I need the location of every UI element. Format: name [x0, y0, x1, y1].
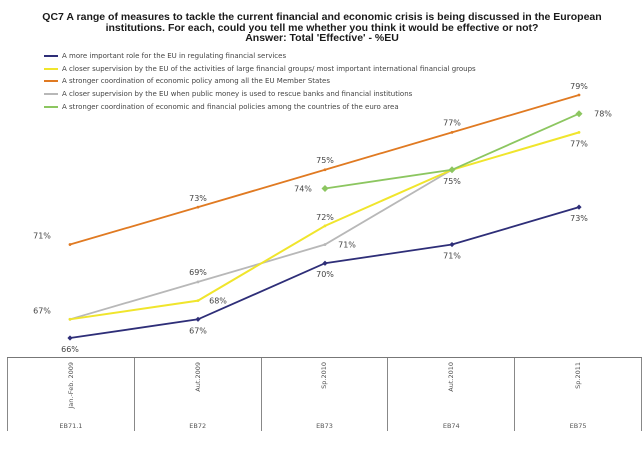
- data-label: 72%: [316, 213, 334, 222]
- x-axis-table: Jan.-Feb. 2009 EB71.1 Aut.2009 EB72 Sp.2…: [7, 357, 642, 431]
- data-label: 67%: [33, 306, 51, 315]
- wave-label: EB74: [442, 422, 460, 430]
- data-label: 75%: [316, 156, 334, 165]
- data-label: 71%: [338, 241, 356, 250]
- data-point: [196, 299, 200, 303]
- x-tick-label: Jan.-Feb. 2009: [66, 362, 75, 409]
- wave-label: EB72: [189, 422, 207, 430]
- data-label: 70%: [316, 270, 334, 279]
- wave-label: EB75: [569, 422, 587, 430]
- data-point: [323, 224, 327, 228]
- data-point: [576, 204, 582, 210]
- data-point: [323, 243, 327, 246]
- x-axis-column: Aut.2010 EB74: [387, 358, 514, 431]
- series-line: [69, 168, 453, 321]
- x-axis-column: Sp.2010 EB73: [260, 358, 388, 431]
- legend-item-coordination-euro-area: A stronger coordination of economic and …: [44, 100, 476, 113]
- data-point: [449, 241, 455, 248]
- data-point: [450, 130, 454, 134]
- data-label: 78%: [594, 110, 612, 119]
- x-tick-label: Aut.2010: [447, 362, 456, 392]
- chart-title: QC7 A range of measures to tackle the cu…: [0, 12, 644, 44]
- data-label: 75%: [443, 177, 461, 186]
- legend-label: A stronger coordination of economic and …: [62, 102, 399, 111]
- data-point: [448, 166, 456, 174]
- legend-swatch-navy: [44, 55, 58, 58]
- legend-label: A more important role for the EU in regu…: [62, 52, 287, 61]
- legend-label: A closer supervision by the EU of the ac…: [62, 64, 476, 73]
- data-point: [575, 110, 583, 118]
- data-point: [196, 280, 200, 284]
- data-label: 66%: [61, 345, 79, 354]
- data-point: [68, 317, 72, 321]
- data-point: [195, 316, 201, 322]
- legend-swatch-green: [44, 105, 58, 108]
- data-label: 67%: [189, 326, 207, 335]
- data-label: 68%: [209, 297, 227, 306]
- wave-label: EB71.1: [59, 422, 83, 430]
- data-label: 73%: [570, 214, 588, 223]
- data-point: [577, 130, 581, 134]
- data-label: 79%: [570, 82, 588, 91]
- x-axis-column: Aut.2009 EB72: [133, 358, 261, 431]
- data-point: [321, 184, 329, 192]
- legend-label: A closer supervision by the EU when publ…: [62, 90, 413, 99]
- data-label: 77%: [570, 139, 588, 148]
- legend-swatch-yellow: [44, 67, 58, 70]
- x-tick-label: Sp.2010: [320, 362, 329, 389]
- data-point: [322, 260, 328, 266]
- x-tick-label: Aut.2009: [193, 362, 202, 392]
- wave-label: EB73: [316, 422, 333, 430]
- data-label: 71%: [33, 232, 51, 241]
- data-point: [67, 335, 73, 341]
- legend-item-coordination-member-states: A stronger coordination of economic poli…: [44, 75, 476, 88]
- x-axis-column: Jan.-Feb. 2009 EB71.1: [7, 358, 134, 431]
- data-point: [323, 168, 327, 172]
- legend-swatch-gray: [44, 93, 58, 96]
- legend-label: A stronger coordination of economic poli…: [62, 77, 330, 86]
- data-label: 71%: [443, 252, 461, 261]
- data-label: 69%: [189, 268, 207, 277]
- data-point: [577, 93, 581, 97]
- legend-item-supervision-groups: A closer supervision by the EU of the ac…: [44, 63, 476, 76]
- x-tick-label: Sp.2011: [574, 362, 583, 389]
- chart-subtitle: Answer: Total 'Effective' - %EU: [245, 32, 399, 44]
- data-point: [68, 243, 72, 246]
- legend: A more important role for the EU in regu…: [44, 50, 476, 113]
- data-label: 74%: [294, 184, 312, 193]
- data-label: 73%: [189, 194, 207, 203]
- legend-item-supervision-rescue: A closer supervision by the EU when publ…: [44, 88, 476, 101]
- data-point: [196, 205, 200, 209]
- data-label: 77%: [443, 118, 461, 127]
- x-axis-column: Sp.2011 EB75: [514, 358, 642, 431]
- legend-item-eu-role: A more important role for the EU in regu…: [44, 50, 476, 63]
- chart-title-line-1: QC7 A range of measures to tackle the cu…: [42, 11, 602, 23]
- chart-title-line-2: institutions. For each, could you tell m…: [105, 21, 539, 34]
- legend-swatch-orange: [44, 80, 58, 83]
